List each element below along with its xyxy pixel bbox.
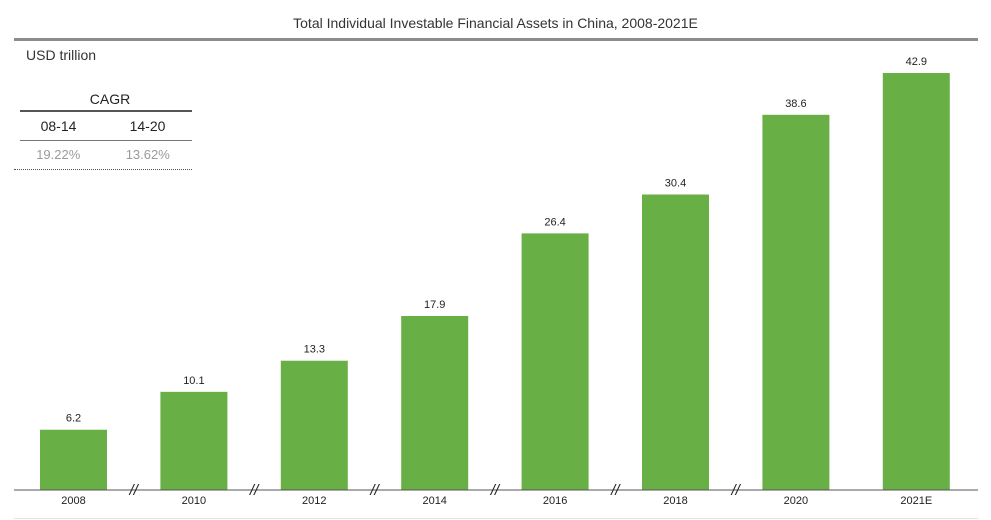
cagr-column-header-row: 08-14 14-20 [14, 112, 192, 140]
axis-break-marker: // [490, 482, 501, 499]
cagr-header-rule [20, 110, 192, 112]
x-tick-label-2014: 2014 [422, 495, 446, 507]
cagr-table-header: CAGR [89, 91, 131, 107]
bar-2016 [521, 233, 589, 490]
bar-2021E [882, 73, 950, 491]
chart-title: Total Individual Investable Financial As… [293, 15, 698, 31]
x-tick-label-2016: 2016 [543, 495, 567, 507]
cagr-value-row: 19.22% 13.62% [14, 141, 192, 170]
x-tick-label-2020: 2020 [784, 495, 808, 507]
bar-2018 [642, 194, 709, 490]
value-label-2016: 26.4 [544, 216, 565, 228]
x-tick-label-2010: 2010 [182, 495, 206, 507]
value-label-2014: 17.9 [424, 299, 445, 311]
bar-2008 [40, 429, 107, 490]
x-tick-label-group: 2008 2010 2012 2014 2016 2018 2020 2021E [61, 495, 932, 507]
x-tick-label-2012: 2012 [302, 495, 326, 507]
bar-2012 [280, 360, 348, 490]
bar-2010 [160, 391, 228, 490]
cagr-table: CAGR 08-14 14-20 19.22% 13.62% [14, 88, 192, 170]
axis-break-marker: // [249, 482, 260, 499]
x-tick-label-2021E: 2021E [900, 495, 932, 507]
cagr-column-rule [20, 140, 192, 141]
cagr-column-14-20: 14-20 [129, 118, 166, 134]
cagr-value-08-14: 19.22% [36, 147, 81, 162]
value-label-2010: 10.1 [183, 375, 204, 387]
bar-group [40, 73, 950, 491]
value-label-2020: 38.6 [785, 98, 806, 110]
bottom-divider [14, 518, 978, 519]
value-label-group: 6.2 10.1 13.3 17.9 26.4 30.4 38.6 42.9 [66, 56, 927, 425]
cagr-column-08-14: 08-14 [40, 118, 77, 134]
value-label-2021E: 42.9 [906, 56, 927, 68]
axis-break-group: // // // // // // [129, 482, 742, 499]
axis-break-marker: // [731, 482, 742, 499]
y-axis-unit-label: USD trillion [26, 47, 97, 63]
x-tick-label-2018: 2018 [663, 495, 687, 507]
bar-2020 [762, 114, 830, 491]
value-label-2012: 13.3 [304, 344, 325, 356]
cagr-value-14-20: 13.62% [125, 147, 170, 162]
x-tick-label-2008: 2008 [61, 495, 85, 507]
title-divider [14, 38, 978, 41]
value-label-2008: 6.2 [66, 413, 81, 425]
axis-break-marker: // [129, 482, 140, 499]
axis-break-marker: // [369, 482, 380, 499]
axis-break-marker: // [610, 482, 621, 499]
bar-2014 [401, 316, 469, 490]
value-label-2018: 30.4 [665, 178, 686, 190]
